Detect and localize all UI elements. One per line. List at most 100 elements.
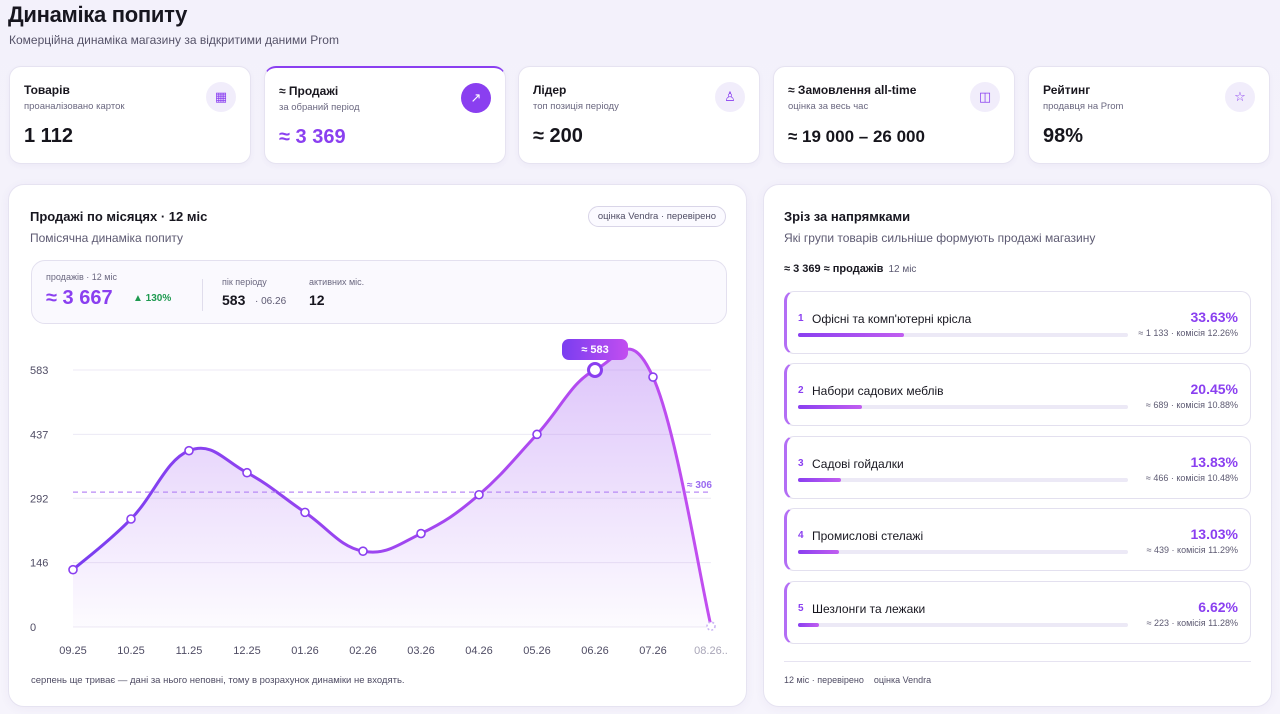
x-tick-label: 05.26 — [523, 645, 551, 657]
growth-badge: ▲ 130% — [133, 293, 172, 304]
segment-name: Шезлонги та лежаки — [812, 602, 926, 616]
x-tick-label: 08.26.. — [694, 645, 728, 657]
x-tick-label: 04.26 — [465, 645, 493, 657]
y-tick-label: 437 — [30, 429, 48, 441]
kpi-value: ≈ 200 — [533, 125, 583, 147]
kpi-subtitle: топ позиція періоду — [533, 101, 619, 112]
segments-total: ≈ 3 369 ≈ продажів 12 міс — [784, 263, 916, 275]
data-point — [242, 467, 252, 478]
data-point — [706, 621, 716, 631]
kpi-card-rating[interactable]: Рейтинг продавця на Prom 98% ☆ — [1028, 66, 1270, 164]
segment-item[interactable]: 1 Офісні та комп'ютерні крісла 33.63% ≈ … — [784, 291, 1251, 354]
sales-total-value: ≈ 3 667 — [46, 287, 113, 309]
x-tick-label: 02.26 — [349, 645, 377, 657]
segment-share-bar — [798, 405, 1128, 409]
data-point — [416, 528, 426, 539]
segments-divider — [784, 661, 1251, 662]
segment-percent: 33.63% — [1190, 309, 1238, 325]
data-point — [648, 372, 658, 382]
y-tick-label: 583 — [30, 365, 48, 377]
segment-name: Садові гойдалки — [812, 457, 904, 471]
kpi-title: Товарів — [24, 83, 70, 97]
kpi-value: ≈ 3 369 — [279, 126, 346, 148]
segment-share-bar — [798, 623, 1128, 627]
x-tick-label: 10.25 — [117, 645, 145, 657]
kpi-title: ≈ Замовлення all-time — [788, 83, 917, 97]
segment-item[interactable]: 4 Промислові стелажі 13.03% ≈ 439 · комі… — [784, 508, 1251, 571]
x-tick-label: 01.26 — [291, 645, 319, 657]
chart-card-subtitle: Помісячна динаміка попиту — [30, 231, 184, 245]
segment-share-fill — [798, 550, 839, 554]
segment-rank: 3 — [798, 458, 804, 469]
kpi-title: Лідер — [533, 83, 567, 97]
segment-meta: ≈ 439 · комісія 11.29% — [1146, 545, 1238, 555]
segment-percent: 20.45% — [1190, 381, 1238, 397]
segments-title: Зріз за напрямками — [784, 209, 911, 224]
peak-month: · 06.26 — [255, 296, 287, 307]
segment-rank: 1 — [798, 313, 804, 324]
segment-item[interactable]: 3 Садові гойдалки 13.83% ≈ 466 · комісія… — [784, 436, 1251, 499]
segment-rank: 4 — [798, 530, 804, 541]
kpi-card-leader[interactable]: Лідер топ позиція періоду ≈ 200 ♙ — [518, 66, 760, 164]
x-tick-label: 03.26 — [407, 645, 435, 657]
average-label: ≈ 306 — [687, 480, 712, 491]
y-tick-label: 146 — [30, 558, 48, 570]
segments-footer-source: оцінка Vendra — [873, 675, 932, 685]
data-point — [300, 507, 310, 518]
segment-percent: 13.03% — [1190, 526, 1238, 542]
active-months-value: 12 — [309, 292, 325, 308]
x-tick-label: 06.26 — [581, 645, 609, 657]
peak-tooltip-label: ≈ 583 — [581, 344, 608, 356]
segment-share-bar — [798, 550, 1128, 554]
data-point — [184, 445, 194, 456]
segment-percent: 13.83% — [1190, 454, 1238, 470]
segment-share-fill — [798, 623, 819, 627]
x-tick-label: 09.25 — [59, 645, 87, 657]
grid-icon: ▦ — [206, 82, 236, 112]
data-point — [126, 514, 136, 524]
data-point — [68, 564, 78, 575]
sales-area-fill — [73, 349, 711, 627]
segments-total-value: ≈ 3 369 ≈ продажів — [784, 263, 884, 275]
trend-up-icon: ↗ — [461, 83, 491, 113]
kpi-card-sales[interactable]: ≈ Продажі за обраний період ≈ 3 369 ↗ — [264, 66, 506, 164]
kpi-card-products[interactable]: Товарів проаналізовано карток 1 112 ▦ — [9, 66, 251, 164]
kpi-subtitle: продавця на Prom — [1043, 101, 1124, 112]
segment-name: Офісні та комп'ютерні крісла — [812, 312, 972, 326]
kpi-value: ≈ 19 000 – 26 000 — [788, 127, 925, 146]
kpi-value: 98% — [1043, 125, 1084, 147]
segment-share-fill — [798, 333, 904, 337]
segment-meta: ≈ 689 · комісія 10.88% — [1145, 400, 1238, 410]
segment-share-bar — [798, 478, 1128, 482]
chart-footnote: серпень ще триває — дані за нього неповн… — [31, 675, 405, 686]
x-tick-label: 07.26 — [639, 645, 667, 657]
kpi-value: 1 112 — [24, 125, 73, 147]
x-tick-label: 12.25 — [233, 645, 261, 657]
star-icon: ☆ — [1225, 82, 1255, 112]
segment-percent: 6.62% — [1198, 599, 1238, 615]
segments-footer-period: 12 міс · перевірено — [784, 675, 864, 685]
chart-card-title: Продажі по місяцях · 12 міс — [30, 209, 208, 224]
segment-meta: ≈ 466 · комісія 10.48% — [1145, 473, 1238, 483]
kpi-card-orders[interactable]: ≈ Замовлення all-time оцінка за весь час… — [773, 66, 1015, 164]
kpi-subtitle: проаналізовано карток — [24, 101, 125, 112]
active-months-label: активних міс. — [309, 277, 365, 287]
x-tick-label: 11.25 — [176, 645, 203, 657]
peak-value: 583 — [222, 292, 246, 308]
sales-area-chart: 0 146 292 437 583 09.25 10.25 11.25 12.25 01.26 02… — [30, 339, 728, 657]
sales-label: продажів · 12 міс — [46, 272, 117, 282]
data-point — [358, 546, 368, 556]
segment-meta: ≈ 1 133 · комісія 12.26% — [1138, 328, 1238, 338]
verified-badge: оцінка Vendra · перевірено — [587, 206, 726, 227]
segment-item[interactable]: 2 Набори садових меблів 20.45% ≈ 689 · к… — [784, 363, 1251, 426]
stats-divider — [202, 279, 203, 311]
sales-chart-card: Продажі по місяцях · 12 міс Помісячна ди… — [8, 184, 747, 707]
data-point — [587, 362, 603, 378]
segment-item[interactable]: 5 Шезлонги та лежаки 6.62% ≈ 223 · коміс… — [784, 581, 1251, 644]
segment-meta: ≈ 223 · комісія 11.28% — [1146, 618, 1238, 628]
peak-label: пік періоду — [222, 277, 267, 287]
kpi-title: ≈ Продажі — [279, 84, 339, 98]
segments-subtitle: Які групи товарів сильніше формують прод… — [784, 231, 1096, 245]
page-title: Динаміка попиту — [8, 2, 188, 27]
kpi-subtitle: оцінка за весь час — [788, 101, 869, 112]
